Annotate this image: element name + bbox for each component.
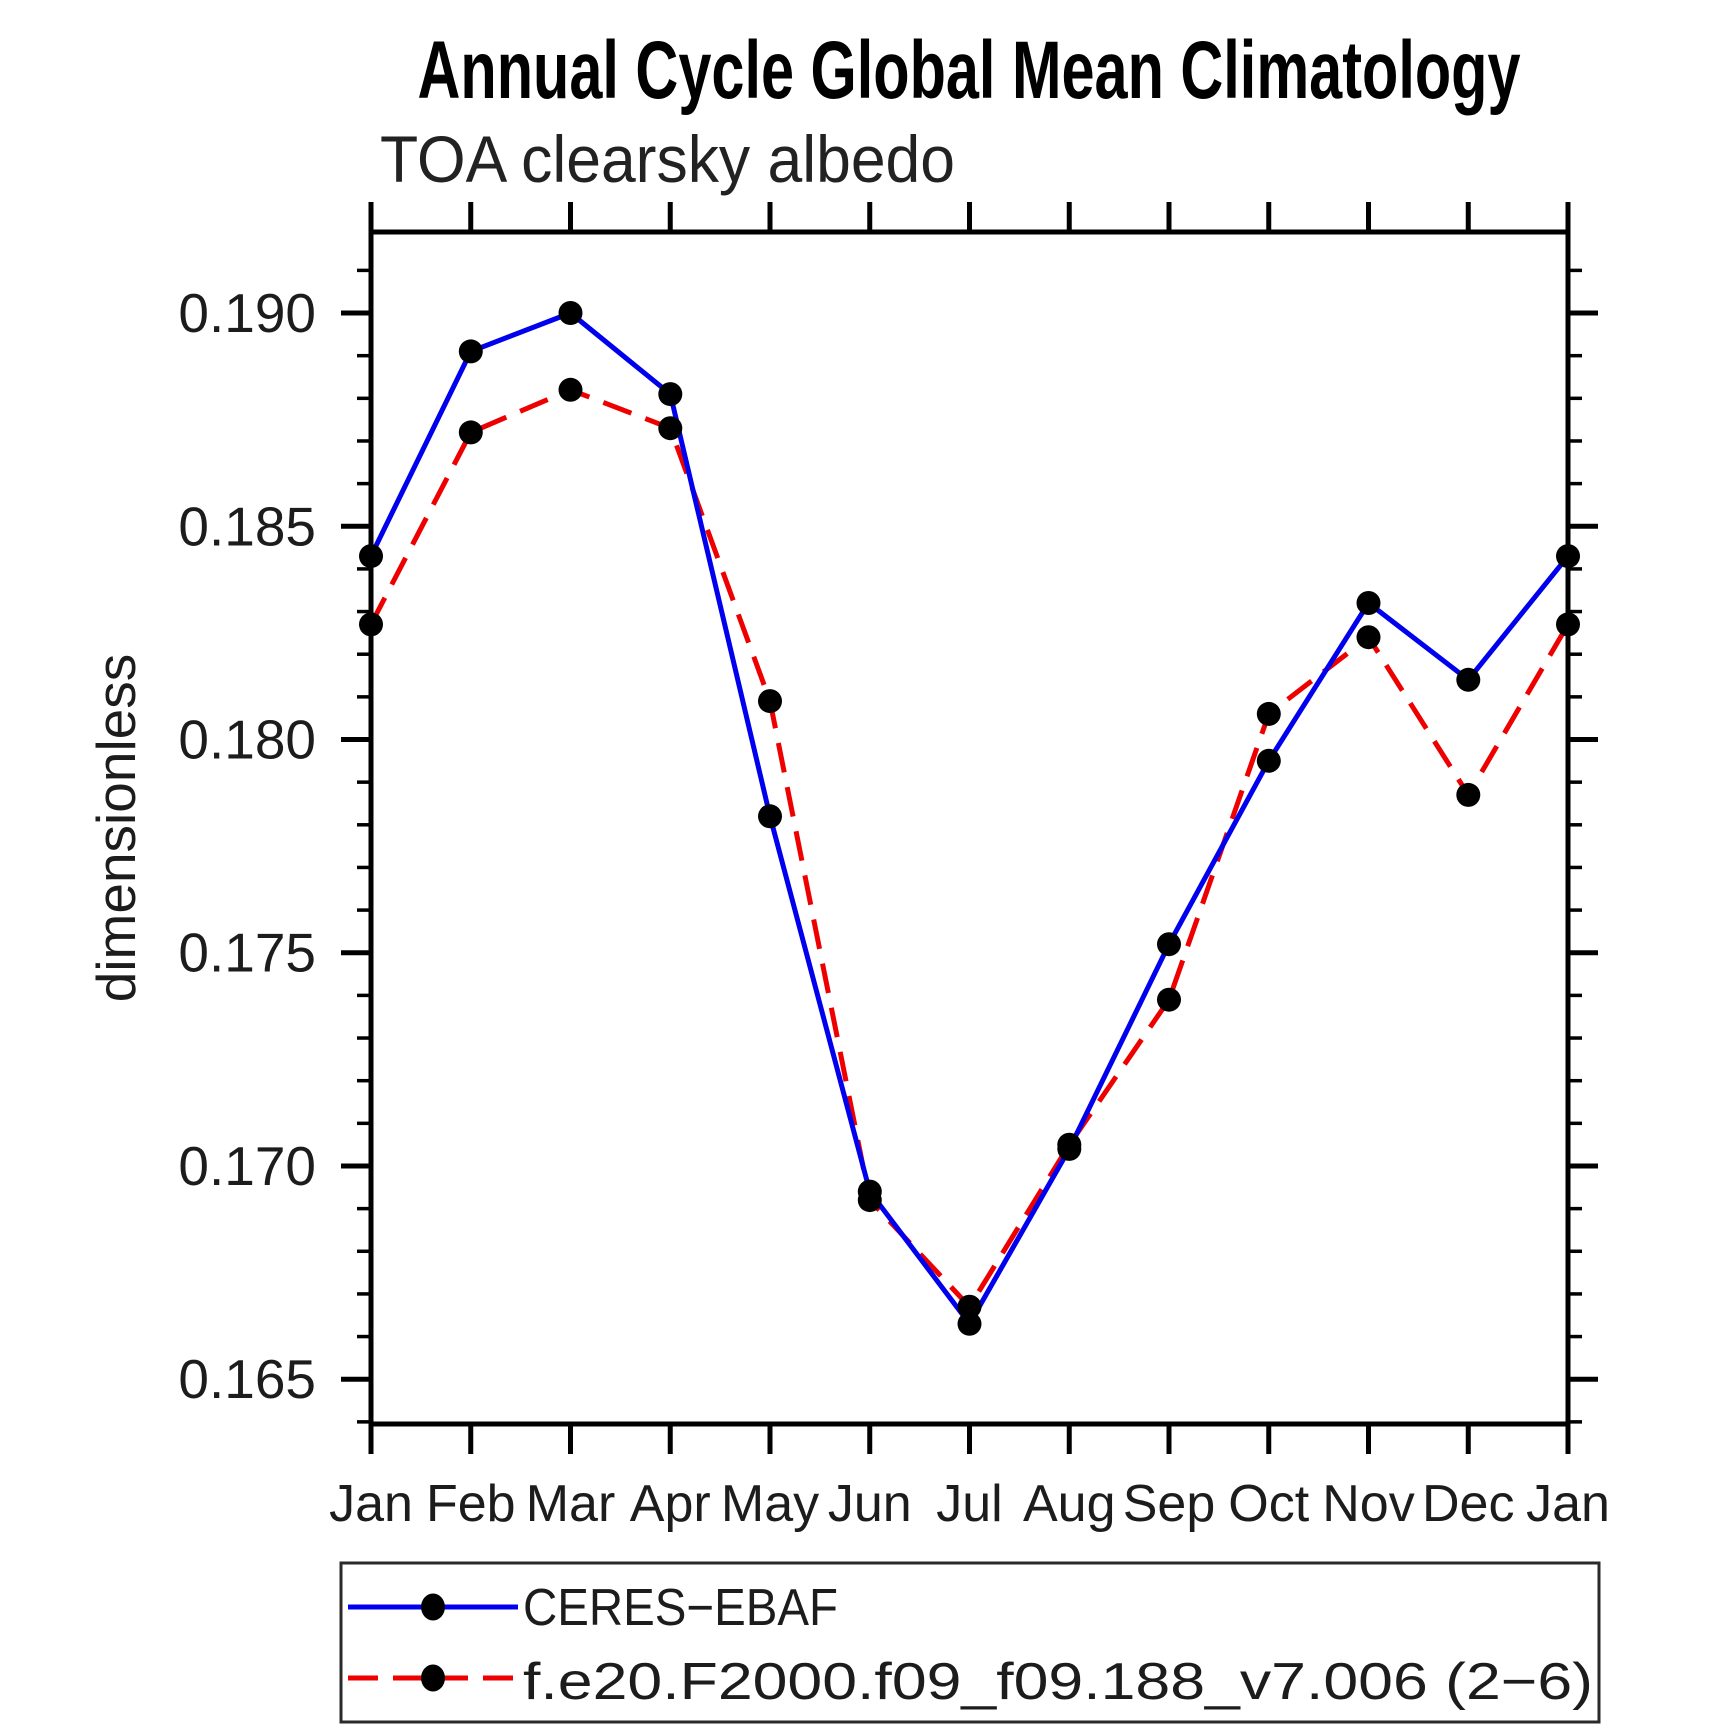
ceres-ebaf-legend-marker — [421, 1593, 445, 1621]
ceres-ebaf-marker — [558, 301, 583, 325]
y-tick-label: 0.175 — [178, 922, 316, 984]
y-tick-label: 0.170 — [178, 1135, 316, 1197]
model-marker — [1456, 782, 1481, 807]
x-tick-labels: Jan Feb Mar Apr May Jun Jul Aug Sep Oct Nov Dec Jan — [329, 1475, 1610, 1533]
x-tick-label: Dec — [1422, 1475, 1514, 1533]
x-tick-label: Apr — [630, 1475, 711, 1533]
legend: CERES−EBAF f.e20.F2000.f09_f09.188_v7.00… — [339, 1561, 1601, 1724]
chart-subtitle: TOA clearsky albedo — [380, 122, 955, 196]
x-tick-label: Aug — [1023, 1475, 1116, 1533]
ceres-ebaf-marker — [1157, 932, 1181, 957]
model-marker — [1057, 1132, 1082, 1157]
model-marker — [758, 689, 782, 714]
ceres-ebaf-marker — [957, 1311, 982, 1336]
ceres-ebaf-marker — [1556, 544, 1580, 569]
x-tick-label: Jul — [936, 1475, 1002, 1533]
x-tick-label: Jun — [828, 1475, 912, 1533]
y-tick-label: 0.190 — [178, 282, 316, 344]
ceres-ebaf-marker — [1356, 591, 1381, 615]
legend-label-model: f.e20.F2000.f09_f09.188_v7.006 (2−6) — [523, 1653, 1593, 1711]
model-marker — [359, 612, 383, 637]
model-marker — [1256, 701, 1281, 726]
ceres-ebaf-marker — [1456, 667, 1481, 692]
chart-title: Annual Cycle Global Mean Climatology — [418, 25, 1521, 116]
y-tick-label: 0.180 — [178, 709, 316, 771]
legend-label-ceres-ebaf: CERES−EBAF — [523, 1579, 838, 1637]
legend-samples — [348, 1593, 518, 1692]
x-tick-label: Sep — [1123, 1475, 1216, 1533]
x-tick-label: Mar — [526, 1475, 616, 1533]
ceres-ebaf-marker — [758, 804, 782, 829]
series-layer — [359, 301, 1580, 1336]
y-tick-label: 0.165 — [178, 1348, 316, 1410]
model-marker — [1356, 625, 1381, 650]
model-legend-marker — [421, 1664, 445, 1692]
ceres-ebaf-marker — [1256, 748, 1281, 773]
x-tick-label: Nov — [1322, 1475, 1414, 1533]
x-tick-label: Jan — [329, 1475, 413, 1533]
model-marker — [1157, 987, 1181, 1012]
model-marker — [658, 416, 683, 441]
ceres-ebaf-marker — [458, 339, 483, 364]
ceres-ebaf-marker — [658, 382, 683, 407]
legend-box — [339, 1561, 1601, 1724]
model-marker — [458, 420, 483, 445]
y-tick-labels: 0.190 0.185 0.180 0.175 0.170 0.165 — [178, 282, 316, 1410]
x-tick-label: May — [721, 1475, 819, 1533]
x-tick-label: Feb — [426, 1475, 516, 1533]
y-axis-label: dimensionless — [85, 654, 147, 1003]
model-marker — [1556, 612, 1580, 637]
y-tick-label: 0.185 — [178, 495, 316, 557]
model-marker — [957, 1294, 982, 1319]
model-marker — [857, 1188, 882, 1213]
x-tick-label: Jan — [1526, 1475, 1610, 1533]
axes-layer — [341, 202, 1598, 1454]
model-marker — [558, 377, 583, 402]
x-tick-label: Oct — [1228, 1475, 1309, 1533]
ceres-ebaf-marker — [359, 544, 383, 569]
